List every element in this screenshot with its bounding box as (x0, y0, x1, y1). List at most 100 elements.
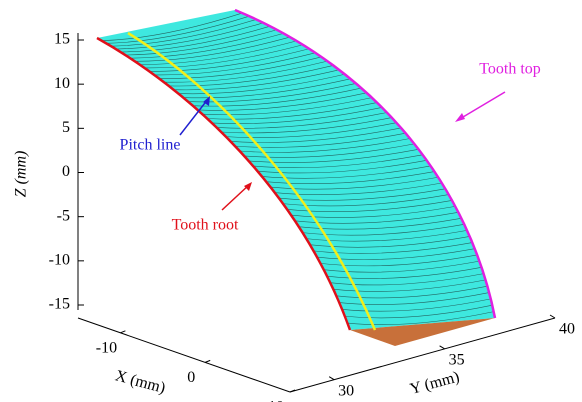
hatch-line (207, 102, 378, 120)
hatch-line (278, 188, 446, 201)
hatch-line (266, 171, 435, 185)
z-tick-label: 5 (62, 119, 70, 136)
x-tick (289, 389, 296, 393)
hatch-line (230, 127, 402, 143)
z-axis-label: Z (mm) (13, 151, 30, 198)
arrow (457, 91, 506, 121)
hatch-line (244, 143, 415, 158)
hatch (101, 12, 494, 325)
hatch-line (342, 298, 491, 312)
hatch-line (326, 267, 482, 279)
hatch-line (253, 154, 423, 169)
z-tick-label: -15 (49, 296, 70, 313)
hatch-line (274, 182, 442, 196)
hatch-line (125, 29, 277, 56)
hatch-line (130, 33, 284, 59)
hatch-line (173, 69, 340, 91)
y-tick-label: 30 (338, 382, 354, 399)
hatch-line (202, 97, 372, 116)
annotation-arrows (179, 91, 506, 211)
x-tick-label: 10 (268, 399, 284, 402)
hatch-line (270, 176, 439, 190)
hatch-line (183, 78, 351, 99)
hatch-line (197, 92, 367, 111)
tooth-bottom (350, 318, 495, 346)
hatch-line (298, 217, 462, 230)
surface (96, 8, 497, 346)
hatch-line (149, 48, 310, 72)
hatch-line (120, 25, 271, 53)
z-tick-label: -10 (49, 252, 70, 269)
hatch-line (134, 36, 291, 62)
x-tick (205, 359, 211, 363)
z-tick-label: 10 (54, 75, 70, 92)
hatch-line (306, 230, 468, 242)
z-tick-label: 0 (62, 163, 70, 180)
hatch-line (333, 279, 486, 292)
x-tick (120, 330, 126, 334)
y-axis-label: Y (mm) (408, 368, 461, 397)
hatch-line (144, 44, 303, 69)
z-tick-label: 15 (54, 31, 70, 48)
hatch-line (336, 285, 488, 299)
tooth-root-curve (96, 36, 352, 331)
annotation: Tooth root (172, 217, 239, 234)
hatch-line (339, 292, 490, 305)
hatch-line (111, 19, 257, 47)
hatch-line (248, 149, 419, 163)
axes (77, 33, 556, 393)
y-tick-label: 35 (449, 352, 465, 369)
tooth-surface (97, 10, 495, 330)
hatch-line (309, 236, 470, 248)
pitch-curve (127, 31, 377, 331)
x-axis-label: X (mm) (113, 367, 167, 397)
annotation: Tooth top (479, 61, 541, 78)
hatch-line (294, 212, 459, 224)
x-axis (77, 317, 291, 393)
y-tick (549, 314, 556, 319)
y-tick-label: 40 (559, 321, 575, 338)
hatch-line (221, 117, 392, 134)
hatch-line (290, 206, 456, 218)
hatch-line (239, 138, 411, 153)
annotation: Pitch line (120, 137, 181, 154)
hatch-line (320, 254, 478, 267)
z-tick-label: -5 (57, 207, 70, 224)
hatch-line (115, 22, 264, 50)
arrow-head (455, 113, 465, 122)
hatch-line (159, 56, 322, 79)
hatch-line (261, 165, 431, 179)
y-tick (328, 376, 335, 381)
hatch-line (178, 73, 345, 95)
hatch-line (101, 12, 243, 41)
arrow (221, 183, 251, 211)
hatch-line (330, 273, 484, 286)
hatch-line (282, 194, 449, 207)
hatch-line (286, 200, 453, 212)
hatch-line (313, 242, 473, 254)
x-tick-label: 0 (187, 369, 195, 386)
tooth-top-curve (234, 8, 497, 319)
hatch-line (225, 122, 397, 138)
hatch-line (257, 160, 427, 174)
hatch-line (139, 40, 297, 65)
hatch-line (192, 87, 362, 107)
hatch-line (235, 132, 406, 148)
hatch-line (347, 311, 494, 325)
arrow-head (203, 96, 210, 106)
hatch-line (316, 248, 475, 260)
arrow-head (244, 182, 252, 191)
hatch-line (211, 107, 383, 124)
hatch-line (216, 112, 387, 129)
hatch-line (106, 15, 250, 44)
hatch-line (344, 304, 493, 319)
y-tick (439, 345, 445, 350)
hatch-line (302, 224, 465, 236)
hatch-line (323, 260, 480, 273)
arrow (179, 98, 209, 136)
x-tick-label: -10 (96, 339, 117, 356)
hatch-line (154, 52, 316, 76)
hatch-line (163, 60, 328, 83)
hatch-line (168, 65, 334, 87)
